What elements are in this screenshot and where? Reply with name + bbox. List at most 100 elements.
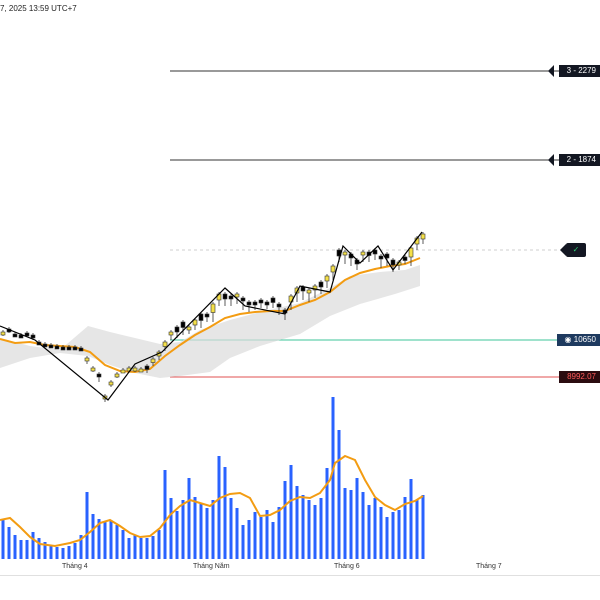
candle-body <box>60 346 66 351</box>
candle-body <box>234 293 240 298</box>
price-band <box>0 265 420 378</box>
volume-bar <box>91 514 95 559</box>
volume-bar <box>343 488 347 559</box>
volume-bar <box>397 510 401 559</box>
volume-bar <box>259 517 263 559</box>
candle-body <box>276 303 282 308</box>
candle-body <box>300 286 306 292</box>
candle-body <box>66 346 72 351</box>
candle-body <box>252 301 258 306</box>
volume-bar <box>379 507 383 559</box>
volume-bar <box>49 546 53 559</box>
candle-body <box>264 301 270 306</box>
volume-bar <box>157 530 161 559</box>
candle-body <box>420 233 426 240</box>
candle-body <box>72 346 78 351</box>
volume-bar <box>229 498 233 559</box>
candle-body <box>168 331 174 336</box>
volume-bar <box>163 470 167 559</box>
candle-body <box>54 345 60 350</box>
candle-body <box>0 331 6 336</box>
volume-bar <box>151 536 155 559</box>
volume-bar <box>187 478 191 559</box>
candle-body <box>198 313 204 321</box>
volume-bar <box>421 495 425 559</box>
month-label-apr: Tháng 4 <box>62 563 88 570</box>
candle-body <box>372 249 378 255</box>
candle-body <box>204 313 210 318</box>
candle-body <box>210 303 216 313</box>
volume-bar <box>211 500 215 559</box>
month-label-jun: Tháng 6 <box>334 563 360 570</box>
check-tag[interactable]: ✓ <box>566 243 586 257</box>
volume-bar <box>337 430 341 559</box>
volume-bar <box>79 535 83 559</box>
candle-body <box>222 293 228 300</box>
candle-body <box>90 367 96 372</box>
volume-bar <box>169 498 173 559</box>
time-axis-line <box>0 575 600 576</box>
candle-body <box>150 358 156 363</box>
price-tag-red: 8992.07 <box>559 371 600 383</box>
candle-body <box>270 297 276 303</box>
candle-body <box>96 373 102 378</box>
candle-body <box>378 255 384 260</box>
volume-bar <box>139 538 143 559</box>
volume-bar <box>355 478 359 559</box>
candle-body <box>384 253 390 259</box>
volume-bar <box>145 538 149 559</box>
fib-level-3-tag: 3 - 2279 <box>558 65 600 77</box>
volume-bar <box>199 503 203 559</box>
volume-bar <box>97 519 101 559</box>
candle-body <box>174 326 180 333</box>
candle-body <box>402 256 408 261</box>
volume-bar <box>253 512 257 559</box>
volume-bar <box>313 505 317 559</box>
volume-bar <box>73 543 77 559</box>
price-tag-blue: ◉ 10650 <box>556 334 600 346</box>
volume-bar <box>241 525 245 559</box>
price-ma-line <box>0 257 421 374</box>
volume-bar <box>43 542 47 559</box>
check-tag-arrow <box>560 244 566 256</box>
volume-bar <box>127 538 131 559</box>
candle-body <box>408 247 414 258</box>
candle-body <box>30 334 36 339</box>
candle-body <box>318 281 324 288</box>
volume-bar <box>391 512 395 559</box>
candle-body <box>186 326 192 331</box>
candle-body <box>138 368 144 373</box>
month-label-jul: Tháng 7 <box>476 563 502 570</box>
volume-bar <box>283 481 287 559</box>
volume-bar <box>115 525 119 559</box>
volume-bar <box>205 508 209 559</box>
candle-body <box>330 265 336 273</box>
volume-bar <box>385 517 389 559</box>
check-icon: ✓ <box>572 245 580 254</box>
volume-bar <box>307 500 311 559</box>
candle-body <box>114 373 120 378</box>
candle-body <box>306 289 312 294</box>
fib-level-2-tag: 2 - 1874 <box>558 154 600 166</box>
candle-body <box>48 344 54 349</box>
volume-bar <box>25 540 29 559</box>
price-tag-blue-label: ◉ 10650 <box>564 335 596 344</box>
volume-bar <box>109 521 113 559</box>
volume-bar <box>415 500 419 559</box>
candle-body <box>108 381 114 386</box>
chart-datetime: 7, 2025 13:59 UTC+7 <box>0 4 77 13</box>
candle-body <box>324 275 330 282</box>
candle-body <box>84 357 90 362</box>
volume-bar <box>85 492 89 559</box>
volume-bar <box>295 486 299 559</box>
volume-bar <box>325 468 329 559</box>
volume-bar <box>193 497 197 559</box>
candle-body <box>390 259 396 266</box>
volume-bar <box>13 535 17 559</box>
volume-bar <box>319 498 323 559</box>
candle-body <box>240 297 246 302</box>
volume-bar <box>133 535 137 559</box>
volume-bar <box>403 497 407 559</box>
volume-bar <box>271 522 275 559</box>
